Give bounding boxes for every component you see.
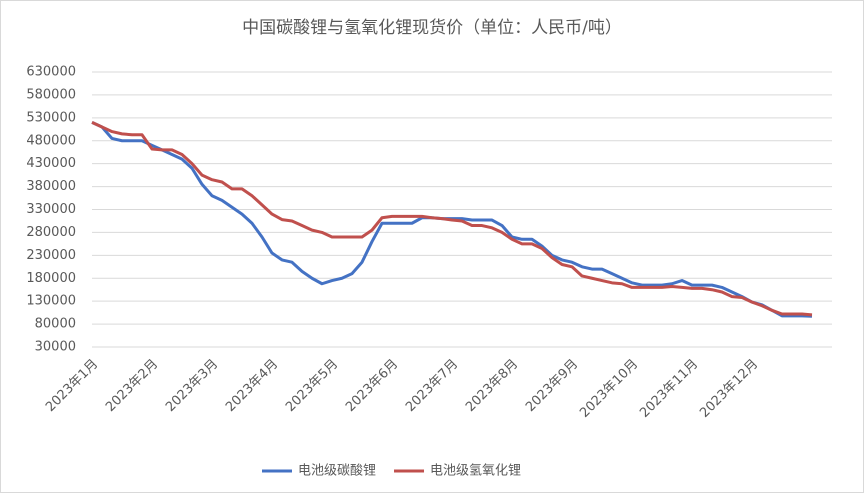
- y-tick-label: 630000: [26, 65, 76, 80]
- y-tick-label: 80000: [35, 317, 76, 332]
- y-tick-label: 430000: [26, 156, 76, 171]
- y-tick-label: 280000: [26, 225, 76, 240]
- y-tick-label: 230000: [26, 248, 76, 263]
- chart-title: 中国碳酸锂与氢氧化锂现货价（单位：人民币/吨）: [242, 18, 622, 38]
- y-tick-label: 530000: [26, 110, 76, 125]
- y-tick-label: 130000: [26, 294, 76, 309]
- y-tick-label: 30000: [35, 340, 76, 355]
- legend-label: 电池级氢氧化锂: [430, 464, 521, 479]
- legend-label: 电池级碳酸锂: [298, 464, 376, 479]
- y-tick-label: 330000: [26, 202, 76, 217]
- y-tick-label: 580000: [26, 87, 76, 102]
- y-tick-label: 380000: [26, 179, 76, 194]
- y-tick-label: 480000: [26, 133, 76, 148]
- line: [91, 121, 813, 317]
- y-tick-label: 180000: [26, 271, 76, 286]
